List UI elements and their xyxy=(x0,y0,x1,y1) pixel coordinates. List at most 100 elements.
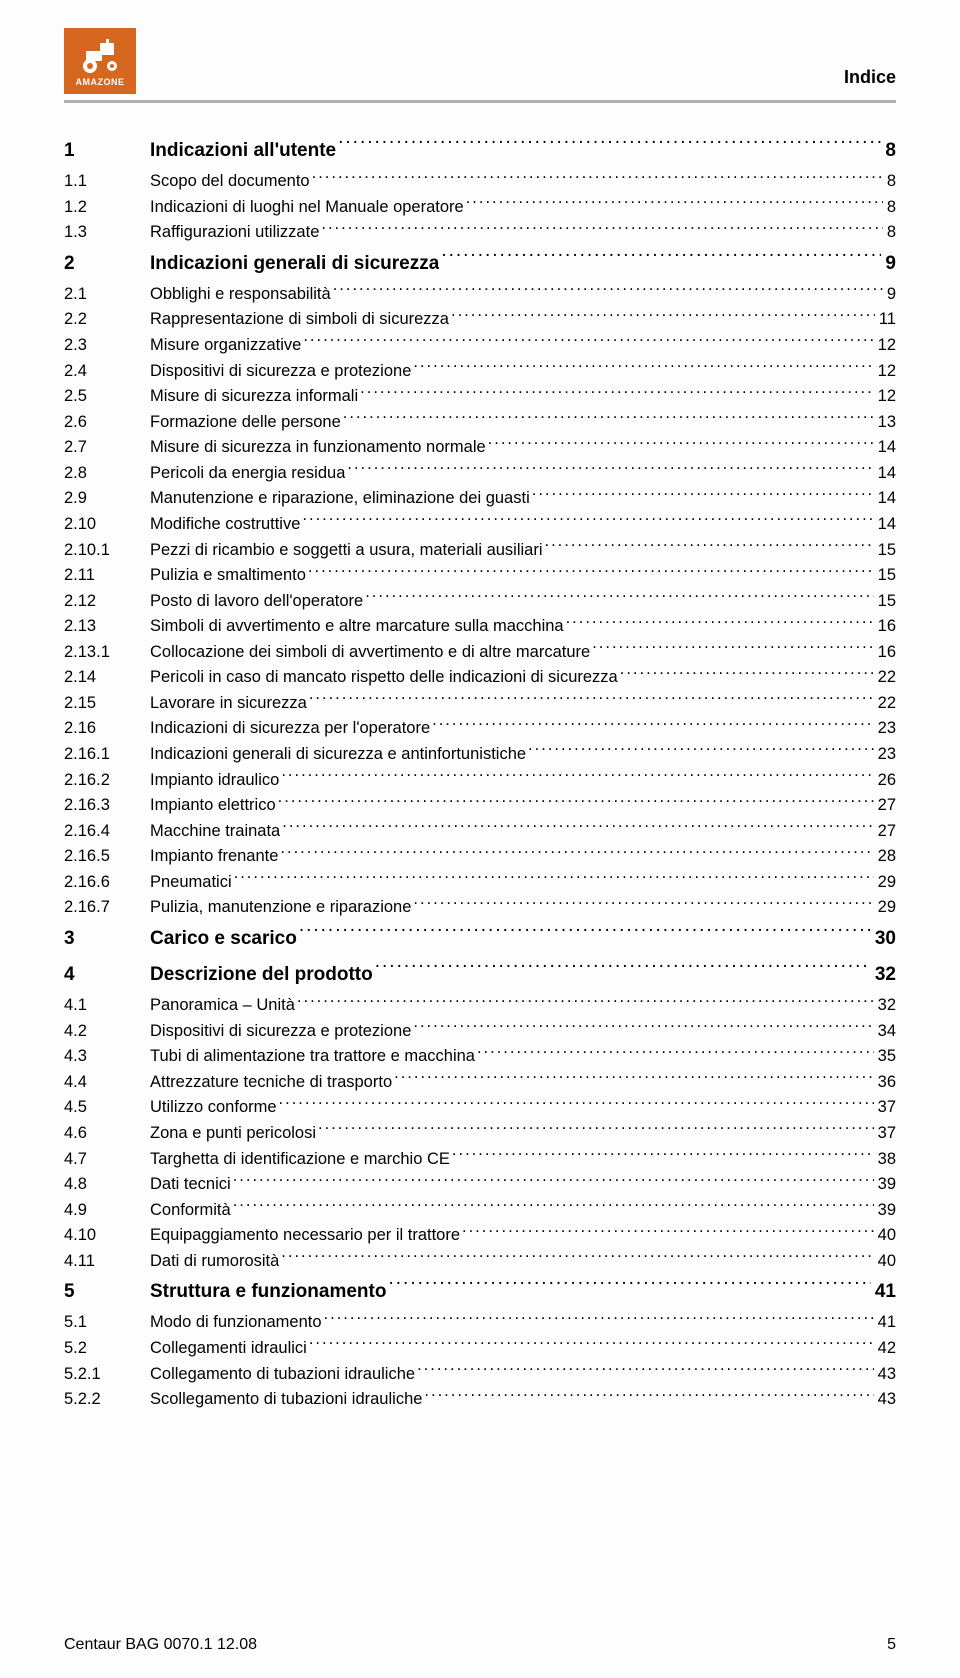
toc-entry-number: 5.1 xyxy=(64,1310,150,1336)
toc-entry-number: 2.5 xyxy=(64,384,150,410)
toc-entry-page: 16 xyxy=(874,640,896,666)
toc-row: 2.10.1Pezzi di ricambio e soggetti a usu… xyxy=(64,538,896,564)
toc-entry-number: 4.1 xyxy=(64,993,150,1019)
toc-leader-dots xyxy=(450,1147,874,1164)
toc-entry-page: 40 xyxy=(874,1223,896,1249)
toc-entry-number: 2.12 xyxy=(64,589,150,615)
toc-row: 4.11Dati di rumorosità40 xyxy=(64,1249,896,1275)
toc-entry-number: 2.2 xyxy=(64,307,150,333)
toc-entry-number: 2.1 xyxy=(64,282,150,308)
toc-entry-number: 5.2 xyxy=(64,1336,150,1362)
toc-leader-dots xyxy=(449,308,875,325)
toc-entry-title: Pericoli da energia residua xyxy=(150,461,345,487)
toc-leader-dots xyxy=(231,1173,874,1190)
toc-entry-title: Manutenzione e riparazione, eliminazione… xyxy=(150,486,530,512)
toc-entry-title: Targhetta di identificazione e marchio C… xyxy=(150,1147,450,1173)
toc-row: 2.8Pericoli da energia residua 14 xyxy=(64,461,896,487)
toc-leader-dots xyxy=(307,691,874,708)
toc-entry-title: Raffigurazioni utilizzate xyxy=(150,220,319,246)
toc-row: 2.4Dispositivi di sicurezza e protezione… xyxy=(64,359,896,385)
toc-row: 2.3Misure organizzative12 xyxy=(64,333,896,359)
toc-entry-title: Impianto elettrico xyxy=(150,793,276,819)
toc-entry-page: 40 xyxy=(874,1249,896,1275)
toc-row: 1.1Scopo del documento8 xyxy=(64,169,896,195)
toc-entry-number: 4 xyxy=(64,957,150,993)
toc-row: 2.13.1Collocazione dei simboli di avvert… xyxy=(64,640,896,666)
toc-leader-dots xyxy=(319,221,882,238)
toc-entry-number: 5.2.2 xyxy=(64,1387,150,1413)
toc-entry-page: 39 xyxy=(874,1172,896,1198)
toc-row: 4.5Utilizzo conforme37 xyxy=(64,1095,896,1121)
toc-leader-dots xyxy=(363,589,873,606)
toc-leader-dots xyxy=(386,1278,870,1297)
toc-entry-title: Utilizzo conforme xyxy=(150,1095,277,1121)
toc-entry-page: 39 xyxy=(874,1198,896,1224)
toc-leader-dots xyxy=(278,845,873,862)
toc-entry-number: 2.8 xyxy=(64,461,150,487)
toc-row: 2.13Simboli di avvertimento e altre marc… xyxy=(64,614,896,640)
toc-entry-page: 14 xyxy=(874,461,896,487)
doc-reference: Centaur BAG 0070.1 12.08 xyxy=(64,1636,257,1654)
toc-entry-title: Scopo del documento xyxy=(150,169,310,195)
toc-entry-title: Carico e scarico xyxy=(150,921,297,957)
toc-entry-title: Pulizia, manutenzione e riparazione xyxy=(150,895,411,921)
toc-leader-dots xyxy=(526,743,874,760)
toc-entry-title: Dispositivi di sicurezza e protezione xyxy=(150,1019,411,1045)
toc-leader-dots xyxy=(464,195,883,212)
toc-leader-dots xyxy=(486,436,874,453)
toc-entry-number: 4.10 xyxy=(64,1223,150,1249)
toc-entry-page: 15 xyxy=(874,589,896,615)
toc-entry-page: 22 xyxy=(874,665,896,691)
toc-entry-page: 8 xyxy=(883,195,896,221)
toc-entry-number: 4.11 xyxy=(64,1249,150,1275)
toc-row: 2.16.3Impianto elettrico27 xyxy=(64,793,896,819)
toc-leader-dots xyxy=(430,717,874,734)
toc-row: 5.1Modo di funzionamento41 xyxy=(64,1310,896,1336)
toc-entry-title: Misure di sicurezza in funzionamento nor… xyxy=(150,435,486,461)
toc-leader-dots xyxy=(543,538,874,555)
toc-entry-title: Misure organizzative xyxy=(150,333,301,359)
toc-entry-page: 28 xyxy=(874,844,896,870)
toc-leader-dots xyxy=(231,1198,874,1215)
toc-entry-page: 41 xyxy=(874,1310,896,1336)
toc-row: 2.10Modifiche costruttive14 xyxy=(64,512,896,538)
toc-entry-page: 34 xyxy=(874,1019,896,1045)
toc-row: 2.16.6Pneumatici29 xyxy=(64,870,896,896)
toc-leader-dots xyxy=(415,1362,874,1379)
toc-leader-dots xyxy=(280,819,873,836)
toc-row: 4.2Dispositivi di sicurezza e protezione… xyxy=(64,1019,896,1045)
toc-leader-dots xyxy=(300,512,873,529)
toc-entry-page: 29 xyxy=(874,895,896,921)
toc-entry-number: 2.10.1 xyxy=(64,538,150,564)
tractor-icon xyxy=(76,39,124,75)
toc-entry-title: Collocazione dei simboli di avvertimento… xyxy=(150,640,590,666)
toc-entry-title: Misure di sicurezza informali xyxy=(150,384,358,410)
toc-leader-dots xyxy=(392,1070,874,1087)
toc-entry-title: Posto di lavoro dell'operatore xyxy=(150,589,363,615)
toc-entry-number: 2.16.5 xyxy=(64,844,150,870)
toc-entry-title: Rappresentazione di simboli di sicurezza xyxy=(150,307,449,333)
toc-row: 4.8Dati tecnici39 xyxy=(64,1172,896,1198)
toc-entry-number: 2 xyxy=(64,246,150,282)
toc-entry-number: 4.7 xyxy=(64,1147,150,1173)
toc-row: 5.2.2Scollegamento di tubazioni idraulic… xyxy=(64,1387,896,1413)
toc-leader-dots xyxy=(411,896,873,913)
toc-row: 4.9Conformità39 xyxy=(64,1198,896,1224)
toc-entry-page: 15 xyxy=(874,563,896,589)
toc-leader-dots xyxy=(373,961,871,980)
page-footer: Centaur BAG 0070.1 12.08 5 xyxy=(64,1636,896,1654)
toc-entry-page: 12 xyxy=(874,359,896,385)
toc-entry-page: 43 xyxy=(874,1362,896,1388)
toc-row: 2.16.4Macchine trainata27 xyxy=(64,819,896,845)
toc-entry-title: Collegamenti idraulici xyxy=(150,1336,307,1362)
toc-leader-dots xyxy=(306,564,874,581)
toc-leader-dots xyxy=(301,334,873,351)
header-divider xyxy=(64,100,896,103)
toc-leader-dots xyxy=(277,1096,874,1113)
brand-logo: AMAZONE xyxy=(64,28,136,94)
toc-entry-title: Equipaggiamento necessario per il tratto… xyxy=(150,1223,460,1249)
toc-row: 2.16.5Impianto frenante28 xyxy=(64,844,896,870)
toc-entry-page: 13 xyxy=(874,410,896,436)
toc-entry-page: 14 xyxy=(874,512,896,538)
toc-leader-dots xyxy=(358,385,873,402)
